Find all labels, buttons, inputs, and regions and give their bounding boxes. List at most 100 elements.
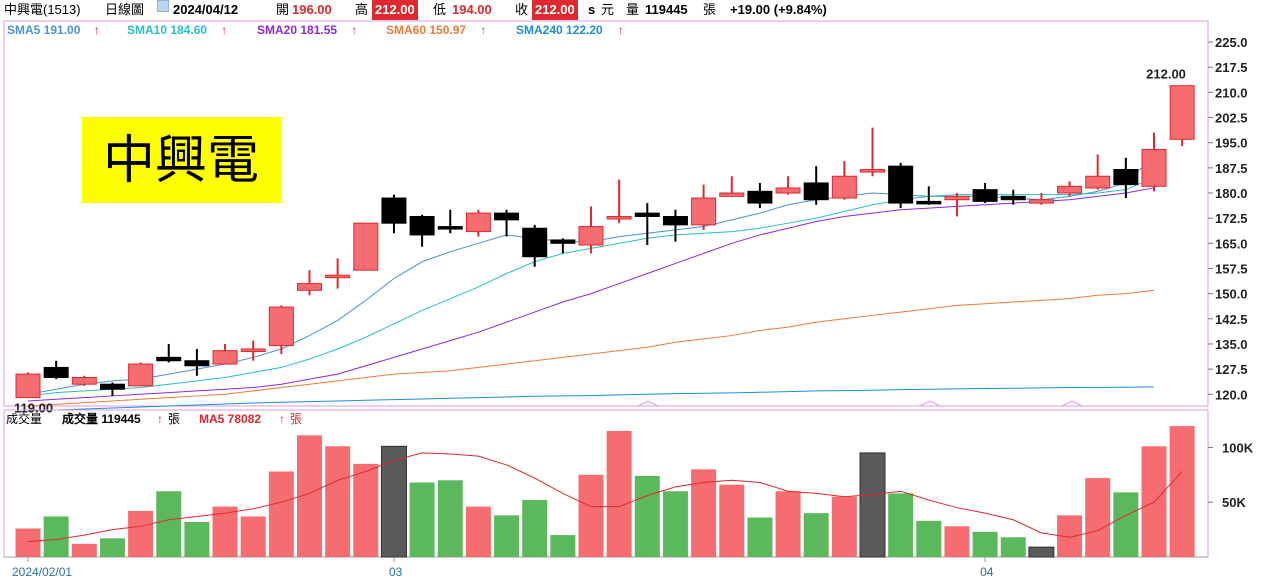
volume-value-label: 成交量 119445 <box>62 411 141 426</box>
candle-body <box>465 212 491 233</box>
candle-body <box>1085 175 1111 189</box>
up-arrow-icon: ↑ <box>279 412 285 426</box>
close-value: 212.00 <box>532 0 578 20</box>
volume-bar <box>859 452 886 558</box>
candle-body <box>240 348 266 352</box>
candle-body <box>43 366 69 378</box>
volume-ma5-line <box>27 452 1183 543</box>
ma-line-sma20 <box>27 187 1155 402</box>
price-tick-label: 165.0 <box>1215 236 1248 251</box>
volume-ma5-label: MA5 78082 <box>199 412 261 426</box>
up-arrow-icon: ↑ <box>618 23 624 37</box>
price-tick-label: 150.0 <box>1215 287 1248 302</box>
volume-bar <box>240 516 266 557</box>
ma-label: SMA20 181.55 <box>257 23 337 37</box>
volume-bar <box>1169 426 1195 557</box>
volume-ma5-unit: 張 <box>290 412 302 426</box>
candle-body <box>719 192 745 197</box>
candle-body <box>1057 185 1083 194</box>
volume-bar <box>99 538 125 557</box>
candle-body <box>606 215 632 220</box>
volume-label: 量 <box>626 2 640 17</box>
volume-bar <box>156 491 182 557</box>
ma-label: SMA240 122.20 <box>516 23 603 37</box>
price-tick-label: 202.5 <box>1215 111 1248 126</box>
volume-unit-label: 張 <box>168 412 180 426</box>
volume-bar <box>268 471 294 557</box>
volume-bar <box>437 480 463 557</box>
volume-bar <box>719 484 745 557</box>
volume-bar <box>888 493 914 557</box>
volume-bar <box>775 491 801 557</box>
low-label: 低 <box>433 2 447 17</box>
date-value: 2024/04/12 <box>173 2 239 17</box>
candle-body <box>888 165 914 204</box>
price-panel[interactable]: 225.0 217.5 210.0 202.5 195.0 187.5 180.0 172.5… <box>3 20 1248 416</box>
candle-body <box>944 195 970 201</box>
candle-body <box>578 226 604 246</box>
volume-bar <box>465 506 491 557</box>
volume-bar <box>128 510 154 557</box>
date-tick-label: 04 <box>980 565 994 579</box>
price-tick-label: 210.0 <box>1215 85 1248 100</box>
volume-bar <box>409 482 435 557</box>
candlestick-chart[interactable]: 225.0 217.5 210.0 202.5 195.0 187.5 180.0 172.5… <box>0 20 1275 581</box>
candle-body <box>1113 169 1139 186</box>
price-tick-label: 217.5 <box>1215 60 1248 75</box>
volume-title: 成交量 <box>6 411 42 426</box>
candle-body <box>437 226 463 230</box>
open-value: 196.00 <box>292 2 332 17</box>
candle-body <box>1141 148 1167 187</box>
candle-body <box>860 169 885 173</box>
date-tick-label: 03 <box>389 565 403 579</box>
candle-body <box>409 215 435 236</box>
open-label: 開 <box>276 2 290 17</box>
low-value: 194.00 <box>452 2 492 17</box>
ma-label: SMA60 150.97 <box>386 23 466 37</box>
candle-body <box>691 197 717 226</box>
volume-unit: 張 <box>703 2 717 17</box>
info-bar: 中興電(1513) 日線圖 2024/04/12 開 196.00 高 212.… <box>0 0 1275 20</box>
candle-body <box>1169 85 1195 140</box>
volume-bar <box>916 520 942 557</box>
up-arrow-icon: ↑ <box>157 412 163 426</box>
price-tick-label: 180.0 <box>1215 186 1248 201</box>
volume-bar <box>578 474 604 557</box>
volume-bar <box>803 513 829 557</box>
candle-body <box>916 200 942 205</box>
volume-bar <box>831 496 857 557</box>
date-tick-label: 2024/02/01 <box>12 565 72 579</box>
watermark-box <box>82 117 281 203</box>
volume-bar <box>1113 492 1139 557</box>
change-value: +19.00 (+9.84%) <box>730 2 827 17</box>
volume-panel[interactable]: 100K 50K 2024/02/01 03 04 成交量 成交量 119445 ↑ 張 MA5 … <box>3 409 1254 579</box>
volume-bar <box>634 475 660 557</box>
up-arrow-icon: ↑ <box>94 23 100 37</box>
price-tick-label: 195.0 <box>1215 136 1248 151</box>
up-arrow-icon: ↑ <box>221 23 227 37</box>
volume-bar <box>662 491 688 557</box>
up-arrow-icon: ↑ <box>351 23 357 37</box>
candle-body <box>99 383 125 390</box>
volume-bar <box>494 515 520 557</box>
candle-body <box>184 360 210 367</box>
price-tick-label: 127.5 <box>1215 362 1248 377</box>
high-annotation: 212.00 <box>1146 67 1186 82</box>
volume-bar <box>972 531 998 557</box>
candle-body <box>747 190 773 204</box>
high-value: 212.00 <box>372 0 418 20</box>
candle-body <box>634 212 660 217</box>
volume-tick-label: 100K <box>1222 440 1254 455</box>
volume-bar <box>550 535 576 557</box>
candle-body <box>268 306 294 347</box>
close-label: 收 <box>515 2 529 17</box>
volume-tick-label: 50K <box>1222 495 1246 510</box>
volume-bar <box>747 517 773 557</box>
ma-line-sma60 <box>27 289 1155 407</box>
low-annotation: 119.00 <box>14 401 53 416</box>
price-tick-label: 157.5 <box>1215 261 1248 276</box>
stock-name: 中興電(1513) <box>4 2 81 17</box>
volume-bar <box>1028 546 1055 558</box>
volume-bar <box>1000 537 1026 557</box>
candle-body <box>128 363 154 387</box>
